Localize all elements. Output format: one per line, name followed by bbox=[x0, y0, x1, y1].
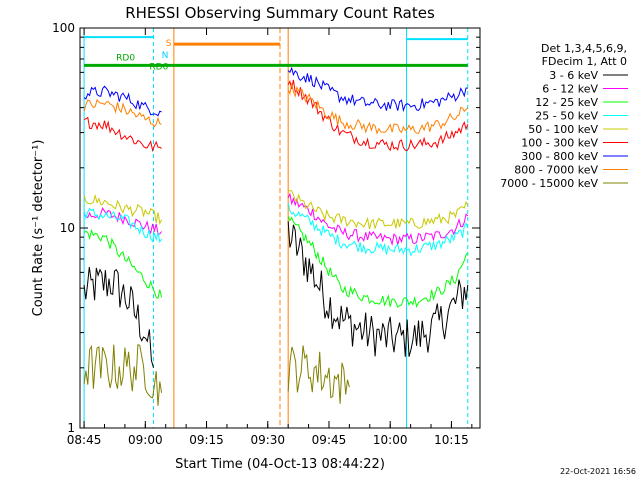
legend: Det 1,3,4,5,6,9, FDecim 1, Att 0 3 - 6 k… bbox=[500, 42, 628, 190]
reference-label-0: RD0 bbox=[116, 53, 135, 63]
reference-label-1: RD6 bbox=[149, 62, 168, 72]
legend-header-line-2: FDecim 1, Att 0 bbox=[542, 55, 627, 68]
series-line-5-segment-0 bbox=[83, 116, 162, 153]
legend-label-5: 100 - 300 keV bbox=[521, 137, 598, 150]
x-tick-label-3: 09:30 bbox=[250, 433, 285, 447]
legend-header-line-1: Det 1,3,4,5,6,9, bbox=[541, 42, 627, 55]
x-tick-label-4: 09:45 bbox=[312, 433, 347, 447]
series-line-1-segment-1 bbox=[287, 192, 469, 247]
series-line-7-segment-0 bbox=[83, 98, 162, 128]
reference-lines: RD0 RD6 SN bbox=[84, 36, 468, 72]
series-line-1-segment-0 bbox=[83, 207, 163, 235]
series-line-8-segment-1 bbox=[287, 345, 350, 404]
y-axis-label: Count Rate (s⁻¹ detector⁻¹) bbox=[31, 140, 46, 317]
legend-label-6: 300 - 800 keV bbox=[521, 150, 598, 163]
x-tick-label-0: 08:45 bbox=[67, 433, 102, 447]
series-line-0-segment-1 bbox=[287, 221, 469, 357]
x-axis-label: Start Time (04-Oct-13 08:44:22) bbox=[175, 457, 385, 472]
reference-label-3: N bbox=[162, 51, 169, 61]
series-line-6-segment-1 bbox=[287, 66, 468, 113]
x-tick-label-5: 10:00 bbox=[373, 433, 408, 447]
legend-label-1: 6 - 12 keV bbox=[542, 83, 598, 96]
legend-label-3: 25 - 50 keV bbox=[535, 110, 598, 123]
series-line-2-segment-1 bbox=[287, 215, 469, 308]
series-line-3-segment-0 bbox=[83, 207, 163, 244]
series-line-3-segment-1 bbox=[287, 202, 469, 257]
y-tick-label-0: 1 bbox=[67, 421, 75, 435]
legend-label-2: 12 - 25 keV bbox=[535, 96, 598, 109]
legend-label-8: 7000 - 15000 keV bbox=[500, 177, 598, 190]
series-layer bbox=[83, 66, 469, 406]
series-line-7-segment-1 bbox=[287, 83, 469, 135]
series-line-0-segment-0 bbox=[83, 266, 154, 368]
time-interval-bands bbox=[83, 28, 469, 428]
axes: 08:45 09:00 09:15 09:30 09:45 10:00 10:15 1 10 10… bbox=[52, 21, 480, 447]
x-tick-label-2: 09:15 bbox=[189, 433, 224, 447]
x-tick-label-6: 10:15 bbox=[434, 433, 469, 447]
series-line-6-segment-0 bbox=[83, 85, 162, 117]
reference-label-2: S bbox=[166, 39, 172, 49]
series-line-2-segment-0 bbox=[83, 228, 163, 300]
series-line-8-segment-0 bbox=[83, 344, 163, 406]
x-tick-label-1: 09:00 bbox=[128, 433, 163, 447]
y-tick-label-2: 100 bbox=[52, 21, 75, 35]
timestamp: 22-Oct-2021 16:56 bbox=[560, 467, 636, 476]
chart-title: RHESSI Observing Summary Count Rates bbox=[125, 4, 435, 22]
legend-label-7: 800 - 7000 keV bbox=[514, 164, 598, 177]
y-tick-label-1: 10 bbox=[60, 221, 75, 235]
series-line-4-segment-0 bbox=[83, 193, 163, 226]
legend-label-0: 3 - 6 keV bbox=[549, 69, 598, 82]
legend-label-4: 50 - 100 keV bbox=[528, 123, 598, 136]
series-line-4-segment-1 bbox=[288, 190, 469, 230]
